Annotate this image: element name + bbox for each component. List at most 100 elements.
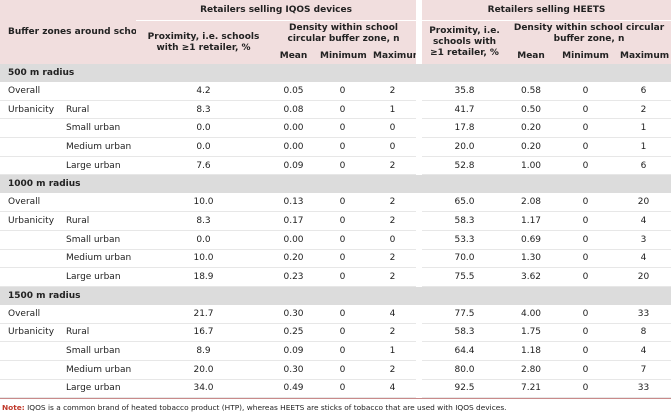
table-row: Small urban 8.9 0.09 0 1 64.4 1.18 0 4 bbox=[0, 341, 671, 361]
row-sublabel: Rural bbox=[62, 323, 137, 343]
value-cell: 0 bbox=[555, 156, 617, 176]
value-cell: 80.0 bbox=[419, 360, 508, 380]
row-label bbox=[0, 230, 62, 250]
value-cell: 20.0 bbox=[136, 360, 272, 380]
value-cell: 2 bbox=[369, 360, 423, 380]
row-sublabel: Rural bbox=[62, 100, 137, 120]
value-cell: 0.09 bbox=[271, 341, 317, 361]
value-cell: 0.25 bbox=[271, 323, 317, 343]
value-cell: 0 bbox=[555, 137, 617, 157]
header-proximity-iqos: Proximity, i.e. schools with ≥1 retailer… bbox=[136, 20, 272, 64]
value-cell: 0.30 bbox=[271, 304, 317, 324]
header-stub: Buffer zones around school bbox=[0, 0, 137, 64]
section-title: 500 m radius bbox=[0, 64, 671, 82]
row-label: Overall bbox=[0, 193, 62, 213]
value-cell: 4 bbox=[369, 379, 423, 399]
table-row: Medium urban 10.0 0.20 0 2 70.0 1.30 0 4 bbox=[0, 249, 671, 269]
value-cell: 0 bbox=[369, 137, 423, 157]
value-cell: 3 bbox=[616, 230, 671, 250]
value-cell: 41.7 bbox=[419, 100, 508, 120]
section-row: 1500 m radius bbox=[0, 286, 671, 305]
value-cell: 4 bbox=[616, 249, 671, 269]
value-cell: 2 bbox=[369, 156, 423, 176]
table-note: Note: IQOS is a common brand of heated t… bbox=[0, 398, 671, 412]
data-table: Buffer zones around school Retailers sel… bbox=[0, 0, 671, 399]
section-row: 1000 m radius bbox=[0, 174, 671, 194]
table-row: Large urban 7.6 0.09 0 2 52.8 1.00 0 6 bbox=[0, 156, 671, 176]
value-cell: 0.00 bbox=[271, 137, 317, 157]
value-cell: 1 bbox=[369, 341, 423, 361]
value-cell: 92.5 bbox=[419, 379, 508, 399]
value-cell: 1 bbox=[616, 118, 671, 139]
value-cell: 0.20 bbox=[271, 249, 317, 269]
value-cell: 75.5 bbox=[419, 267, 508, 287]
table-row: Urbanicity Rural 8.3 0.17 0 2 58.3 1.17 0 4 bbox=[0, 211, 671, 231]
table-row: Small urban 0.0 0.00 0 0 53.3 0.69 0 3 bbox=[0, 230, 671, 250]
value-cell: 0.23 bbox=[271, 267, 317, 287]
row-label bbox=[0, 341, 62, 361]
value-cell: 0.08 bbox=[271, 100, 317, 120]
value-cell: 58.3 bbox=[419, 211, 508, 231]
value-cell: 20.0 bbox=[419, 137, 508, 157]
row-sublabel: Large urban bbox=[62, 267, 137, 287]
row-sublabel bbox=[62, 304, 137, 324]
value-cell: 0 bbox=[316, 230, 370, 250]
value-cell: 4 bbox=[616, 211, 671, 231]
value-cell: 0.05 bbox=[271, 82, 317, 101]
value-cell: 16.7 bbox=[136, 323, 272, 343]
value-cell: 4 bbox=[616, 341, 671, 361]
value-cell: 0 bbox=[555, 323, 617, 343]
value-cell: 77.5 bbox=[419, 304, 508, 324]
value-cell: 21.7 bbox=[136, 304, 272, 324]
value-cell: 0 bbox=[555, 230, 617, 250]
value-cell: 33 bbox=[616, 304, 671, 324]
value-cell: 53.3 bbox=[419, 230, 508, 250]
row-label bbox=[0, 118, 62, 139]
value-cell: 0 bbox=[316, 193, 370, 213]
value-cell: 2 bbox=[369, 82, 423, 101]
value-cell: 10.0 bbox=[136, 249, 272, 269]
value-cell: 8.3 bbox=[136, 100, 272, 120]
value-cell: 0 bbox=[555, 100, 617, 120]
value-cell: 0.30 bbox=[271, 360, 317, 380]
value-cell: 0 bbox=[316, 267, 370, 287]
row-label bbox=[0, 379, 62, 399]
value-cell: 0.50 bbox=[507, 100, 556, 120]
value-cell: 0 bbox=[555, 304, 617, 324]
value-cell: 0.0 bbox=[136, 230, 272, 250]
value-cell: 2 bbox=[369, 323, 423, 343]
value-cell: 0.0 bbox=[136, 137, 272, 157]
row-label bbox=[0, 267, 62, 287]
value-cell: 1.75 bbox=[507, 323, 556, 343]
section-title: 1500 m radius bbox=[0, 286, 671, 305]
value-cell: 8.9 bbox=[136, 341, 272, 361]
value-cell: 2 bbox=[369, 193, 423, 213]
section-row: 500 m radius bbox=[0, 64, 671, 82]
value-cell: 35.8 bbox=[419, 82, 508, 101]
header-proximity-heets: Proximity, i.e. schools with ≥1 retailer… bbox=[419, 20, 508, 64]
row-sublabel: Small urban bbox=[62, 118, 137, 139]
value-cell: 2 bbox=[369, 211, 423, 231]
value-cell: 1 bbox=[616, 137, 671, 157]
value-cell: 34.0 bbox=[136, 379, 272, 399]
value-cell: 0 bbox=[555, 360, 617, 380]
value-cell: 1.17 bbox=[507, 211, 556, 231]
value-cell: 0.00 bbox=[271, 230, 317, 250]
section-title: 1000 m radius bbox=[0, 174, 671, 194]
table-row: Urbanicity Rural 16.7 0.25 0 2 58.3 1.75 0 8 bbox=[0, 323, 671, 343]
row-sublabel: Large urban bbox=[62, 156, 137, 176]
value-cell: 20 bbox=[616, 267, 671, 287]
value-cell: 7 bbox=[616, 360, 671, 380]
value-cell: 52.8 bbox=[419, 156, 508, 176]
value-cell: 0 bbox=[316, 360, 370, 380]
header-mean-heets: Mean bbox=[507, 47, 556, 64]
value-cell: 4.00 bbox=[507, 304, 556, 324]
table-row: Overall 4.2 0.05 0 2 35.8 0.58 0 6 bbox=[0, 82, 671, 101]
value-cell: 0.49 bbox=[271, 379, 317, 399]
header-density-heets: Density within school circular buffer zo… bbox=[507, 20, 671, 47]
table-row: Medium urban 20.0 0.30 0 2 80.0 2.80 0 7 bbox=[0, 360, 671, 380]
value-cell: 0 bbox=[555, 267, 617, 287]
table-row: Overall 10.0 0.13 0 2 65.0 2.08 0 20 bbox=[0, 193, 671, 213]
table-body: 500 m radius Overall 4.2 0.05 0 2 35.8 0.58 0 6 Ur… bbox=[0, 64, 671, 399]
value-cell: 0.0 bbox=[136, 118, 272, 139]
